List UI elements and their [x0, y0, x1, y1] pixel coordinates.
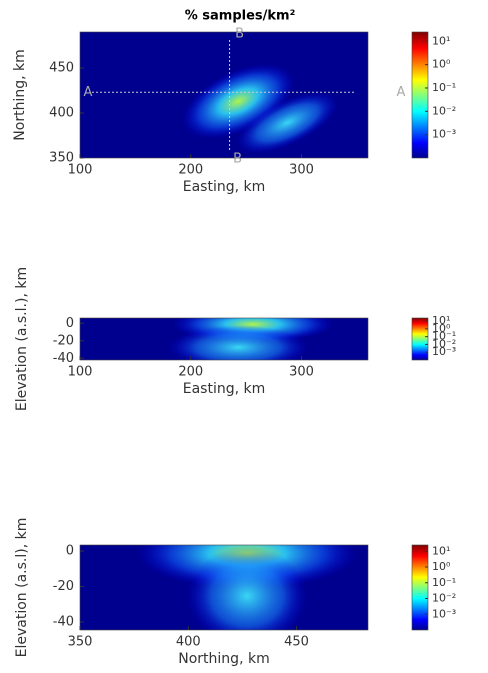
- x-tick-label: 450: [284, 635, 309, 650]
- plot-frame: [79, 31, 369, 159]
- colorbar-tick-label: 10⁻¹: [432, 81, 456, 94]
- y-tick-label: 0: [66, 316, 74, 331]
- y-tick-label: 350: [49, 151, 74, 166]
- section-label: B: [235, 27, 244, 42]
- colorbar: [411, 31, 429, 159]
- x-tick-label: 200: [178, 365, 203, 380]
- plot-frame: [79, 317, 369, 361]
- y-tick-label: -40: [53, 351, 74, 366]
- y-axis-label: Elevation (a.s.l.), km: [14, 267, 30, 411]
- x-axis-label: Northing, km: [178, 651, 269, 667]
- y-axis-label: Elevation (a.s.l), km: [14, 518, 30, 658]
- y-tick-label: -20: [53, 579, 74, 594]
- y-tick-label: 450: [49, 61, 74, 76]
- colorbar-tick-label: 10⁻²: [432, 337, 456, 350]
- density-blob: [236, 92, 339, 154]
- section-label: A: [397, 85, 406, 100]
- colorbar-tick-label: 10⁰: [432, 58, 451, 71]
- x-axis-label: Easting, km: [183, 381, 266, 397]
- x-tick-label: 100: [68, 365, 93, 380]
- x-tick-label: 100: [68, 163, 93, 178]
- heatmap: [182, 64, 339, 154]
- colorbar-tick-label: 10⁻²: [432, 592, 456, 605]
- section-label: A: [84, 85, 93, 100]
- x-tick-label: 200: [178, 163, 203, 178]
- colorbar-tick-label: 10¹: [432, 314, 450, 327]
- section-label: B: [233, 152, 242, 167]
- colorbar-tick-label: 10⁰: [432, 322, 451, 335]
- y-tick-label: 0: [66, 544, 74, 559]
- y-tick-label: 400: [49, 106, 74, 121]
- colorbar: [411, 544, 429, 631]
- x-tick-label: 400: [176, 635, 201, 650]
- heatmap: [168, 318, 333, 360]
- chart-title: % samples/km²: [185, 9, 296, 24]
- x-axis-label: Easting, km: [183, 179, 266, 195]
- x-tick-label: 300: [289, 365, 314, 380]
- colorbar-tick-label: 10⁻³: [432, 345, 456, 358]
- colorbar-tick-label: 10⁻¹: [432, 330, 456, 343]
- y-tick-label: -20: [53, 333, 74, 348]
- y-tick-label: -40: [53, 615, 74, 630]
- plot-frame: [79, 544, 369, 631]
- heatmap: [137, 545, 358, 630]
- colorbar-tick-label: 10⁻¹: [432, 576, 456, 589]
- colorbar: [411, 317, 429, 361]
- colorbar-tick-label: 10⁰: [432, 560, 451, 573]
- x-tick-label: 350: [68, 635, 93, 650]
- density-blob: [187, 546, 308, 630]
- colorbar-tick-label: 10⁻³: [432, 128, 456, 141]
- density-blob: [168, 325, 309, 360]
- x-tick-label: 300: [289, 163, 314, 178]
- colorbar-tick-label: 10⁻²: [432, 104, 456, 117]
- y-axis-label: Northing, km: [12, 49, 28, 140]
- colorbar-tick-label: 10¹: [432, 34, 450, 47]
- colorbar-tick-label: 10⁻³: [432, 607, 456, 620]
- colorbar-tick-label: 10¹: [432, 544, 450, 557]
